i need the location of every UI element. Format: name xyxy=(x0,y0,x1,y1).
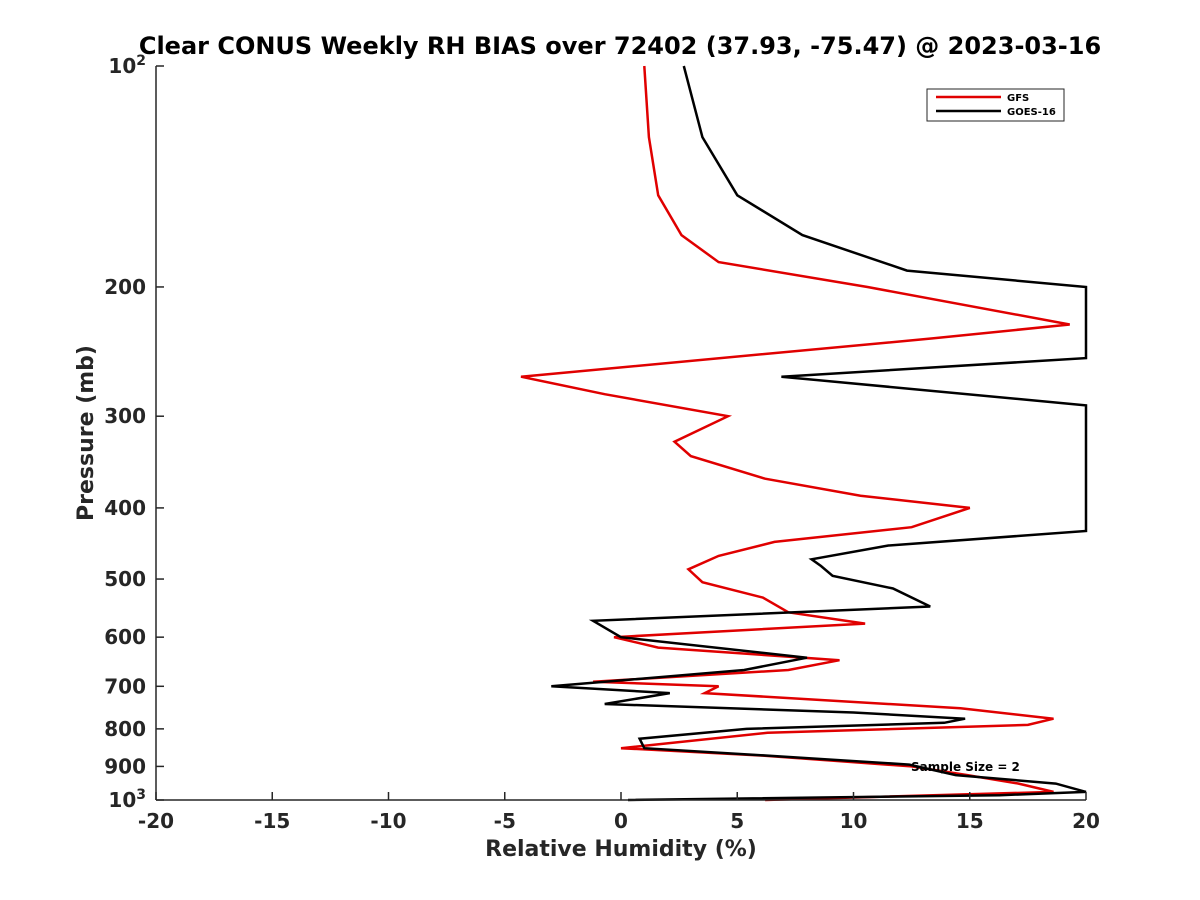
x-tick-label: 0 xyxy=(614,809,628,833)
y-tick-label: 500 xyxy=(104,567,146,591)
series-line-goes-16 xyxy=(551,65,1088,802)
x-tick-label: -10 xyxy=(370,809,406,833)
x-tick-label: -15 xyxy=(254,809,290,833)
y-tick-label: 300 xyxy=(104,404,146,428)
sample-size-annotation: Sample Size = 2 xyxy=(911,760,1020,774)
x-tick-label: 10 xyxy=(840,809,868,833)
x-tick-label: -20 xyxy=(138,809,174,833)
y-tick-label-power: 103 xyxy=(108,787,146,812)
y-tick-label: 700 xyxy=(104,674,146,698)
x-axis-label: Relative Humidity (%) xyxy=(485,837,757,862)
y-tick-label: 400 xyxy=(104,496,146,520)
y-tick-label: 900 xyxy=(104,754,146,778)
legend-box xyxy=(926,88,1065,122)
y-axis-label: Pressure (mb) xyxy=(74,345,99,521)
x-ticks: -20 -15 -10 -5 0 5 10 15 20 xyxy=(138,792,1100,833)
y-ticks: 200 300 400 500 600 700 800 900 102 103 xyxy=(104,53,164,812)
y-tick-label: 800 xyxy=(104,717,146,741)
chart-title: Clear CONUS Weekly RH BIAS over 72402 (3… xyxy=(139,32,1101,60)
plot-area xyxy=(156,66,1086,800)
y-tick-label: 200 xyxy=(104,275,146,299)
x-tick-label: -5 xyxy=(494,809,516,833)
legend: GFS GOES-16 xyxy=(926,88,1065,122)
x-tick-label: 15 xyxy=(956,809,984,833)
y-tick-label-power: 102 xyxy=(108,53,146,78)
y-tick-label: 600 xyxy=(104,625,146,649)
legend-label-gfs: GFS xyxy=(1007,93,1029,104)
legend-label-goes-16: GOES-16 xyxy=(1007,107,1056,118)
series-line-gfs xyxy=(520,65,1070,802)
x-tick-label: 5 xyxy=(730,809,744,833)
series-layer xyxy=(520,65,1088,802)
x-tick-label: 20 xyxy=(1072,809,1100,833)
